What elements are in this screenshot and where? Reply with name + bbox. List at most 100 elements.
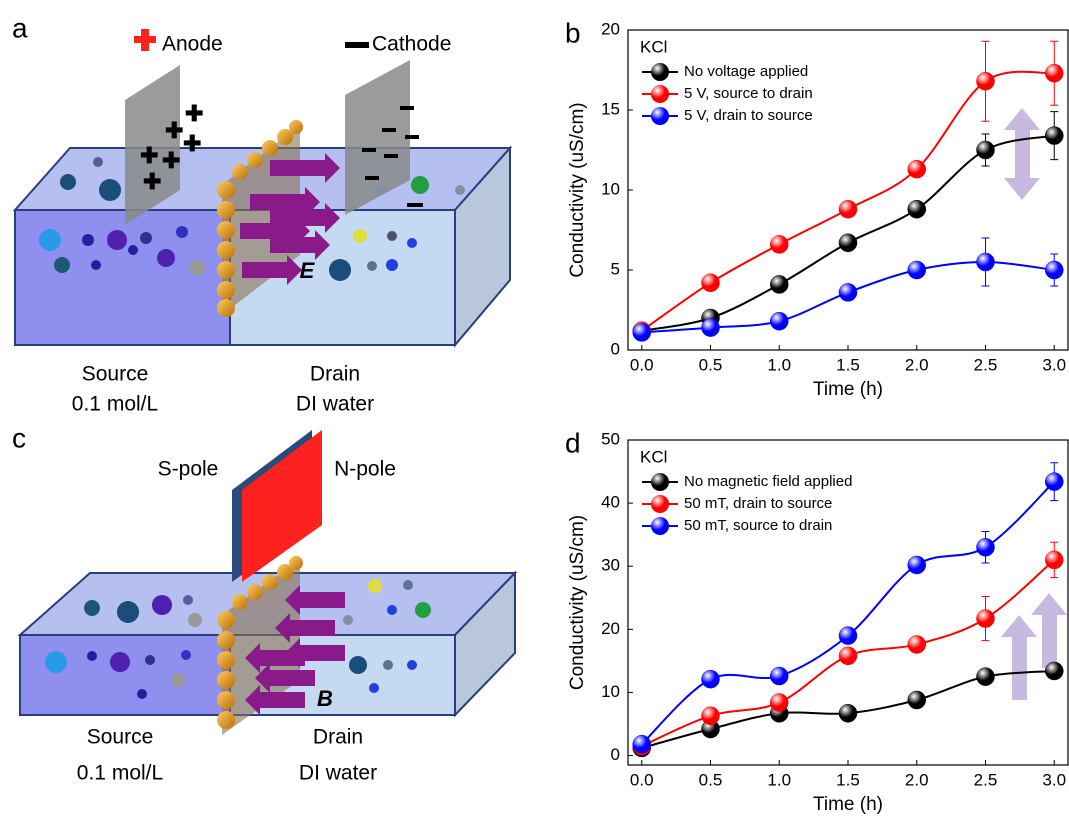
data-point xyxy=(770,693,789,712)
legend-label: 5 V, source to drain xyxy=(684,85,813,102)
x-tick-label: 1.0 xyxy=(767,355,791,374)
y-axis-label: Conductivity (uS/cm) xyxy=(567,102,588,277)
svg-text:✚: ✚ xyxy=(162,148,180,173)
annotation: KCl xyxy=(640,37,667,56)
source-conc: 0.1 mol/L xyxy=(72,393,158,416)
data-point xyxy=(1045,550,1064,570)
data-point xyxy=(976,667,995,686)
svg-text:✚: ✚ xyxy=(140,143,158,168)
data-point xyxy=(632,323,651,342)
x-tick-label: 3.0 xyxy=(1042,355,1066,374)
legend-label: No magnetic field applied xyxy=(684,473,852,490)
field-label: B xyxy=(317,686,333,711)
panel-label: d xyxy=(565,427,581,458)
svg-text:✚: ✚ xyxy=(143,169,161,194)
y-tick-label: 15 xyxy=(601,99,620,118)
data-point xyxy=(701,669,720,689)
svg-text:✚: ✚ xyxy=(165,118,183,143)
x-tick-label: 2.0 xyxy=(905,355,929,374)
drain-label: Drain xyxy=(313,726,363,749)
data-point xyxy=(770,235,789,254)
y-tick-label: 5 xyxy=(611,259,620,278)
data-point xyxy=(838,199,858,219)
field-label: E xyxy=(300,258,316,283)
y-tick-label: 50 xyxy=(601,429,620,448)
x-axis-label: Time (h) xyxy=(813,794,883,815)
legend-marker xyxy=(651,63,669,81)
data-point xyxy=(976,609,995,628)
data-point xyxy=(838,704,858,723)
data-point xyxy=(838,646,858,666)
data-point xyxy=(1045,472,1064,491)
data-point xyxy=(907,260,926,280)
data-point xyxy=(838,626,858,645)
chart-arrows xyxy=(1001,108,1067,700)
data-point xyxy=(838,283,858,302)
data-point xyxy=(907,159,926,179)
y-tick-label: 30 xyxy=(601,556,620,575)
x-tick-label: 1.5 xyxy=(836,355,860,374)
x-tick-label: 1.0 xyxy=(767,770,791,789)
x-tick-label: 0.5 xyxy=(699,355,723,374)
source-label: Source xyxy=(82,363,149,386)
y-axis-label: Conductivity (uS/cm) xyxy=(567,515,588,690)
data-point xyxy=(907,690,926,710)
data-point xyxy=(1045,661,1064,681)
y-tick-label: 40 xyxy=(601,493,620,512)
data-point xyxy=(632,734,651,754)
x-tick-label: 3.0 xyxy=(1042,770,1066,789)
data-point xyxy=(838,233,858,253)
data-point xyxy=(1045,260,1064,280)
legend-marker xyxy=(651,495,669,513)
legend-marker xyxy=(651,85,669,103)
schematic-c: c S-pole N-pole Source 0.1 mol/L Drain D… xyxy=(12,422,518,785)
y-tick-label: 0 xyxy=(611,339,620,358)
x-tick-label: 2.5 xyxy=(974,355,998,374)
data-point xyxy=(976,252,995,272)
data-point xyxy=(976,538,995,557)
data-point xyxy=(907,555,926,575)
panel-label: a xyxy=(12,12,28,43)
x-axis-label: Time (h) xyxy=(813,379,883,400)
panel-label: b xyxy=(565,17,581,48)
y-tick-label: 0 xyxy=(611,745,620,764)
x-tick-label: 2.0 xyxy=(905,770,929,789)
data-point xyxy=(770,275,789,294)
legend-marker xyxy=(651,107,669,125)
n-pole-label: N-pole xyxy=(334,458,396,481)
data-point xyxy=(976,140,995,160)
legend-marker xyxy=(651,517,669,535)
legend-label: 50 mT, source to drain xyxy=(684,517,832,534)
y-tick-label: 20 xyxy=(601,19,620,38)
data-point xyxy=(770,311,789,331)
cathode-label: Cathode xyxy=(372,33,451,56)
schematic-a: ✚✚✚✚✚✚ a Anode Cathode Source 0.1 mol/L … xyxy=(12,12,513,416)
drain-liquid: DI water xyxy=(299,762,377,785)
legend-label: 5 V, drain to source xyxy=(684,107,813,124)
data-point xyxy=(907,199,926,219)
data-point xyxy=(907,635,926,654)
source-label: Source xyxy=(87,726,154,749)
source-conc: 0.1 mol/L xyxy=(77,762,163,785)
x-tick-label: 0.0 xyxy=(630,770,654,789)
x-tick-label: 0.0 xyxy=(630,355,654,374)
anode-label: Anode xyxy=(162,33,223,56)
x-tick-label: 1.5 xyxy=(836,770,860,789)
x-tick-label: 2.5 xyxy=(974,770,998,789)
data-point xyxy=(701,273,720,293)
data-point xyxy=(701,318,720,337)
drain-label: Drain xyxy=(310,363,360,386)
panel-label: c xyxy=(12,422,26,453)
data-point xyxy=(701,706,720,726)
data-point xyxy=(1045,63,1064,83)
drain-liquid: DI water xyxy=(296,393,374,416)
y-tick-label: 10 xyxy=(601,179,620,198)
s-pole-label: S-pole xyxy=(158,458,219,481)
data-point xyxy=(770,666,789,686)
legend-label: No voltage applied xyxy=(684,63,808,80)
y-tick-label: 20 xyxy=(601,619,620,638)
x-tick-label: 0.5 xyxy=(699,770,723,789)
svg-text:✚: ✚ xyxy=(183,131,201,156)
